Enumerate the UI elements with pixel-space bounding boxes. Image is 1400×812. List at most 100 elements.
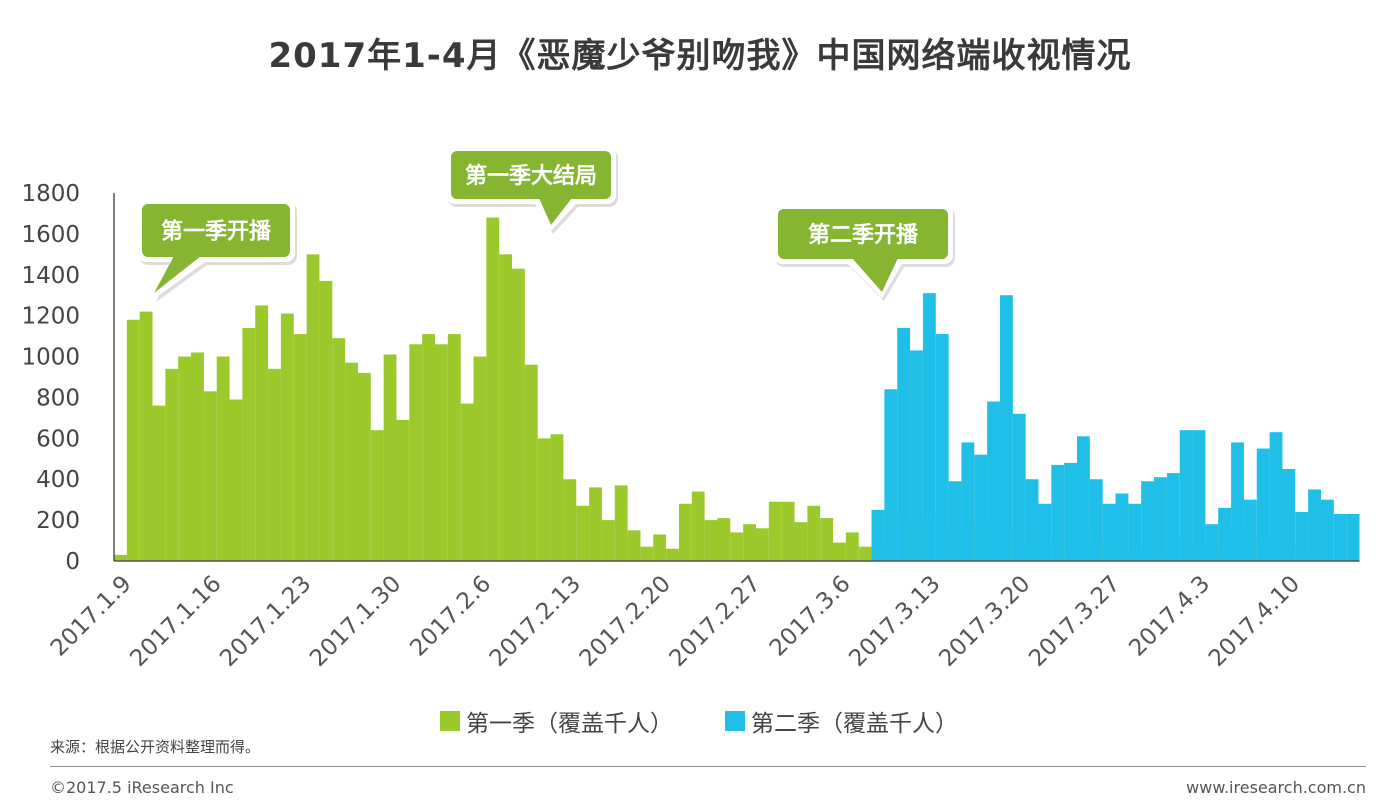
legend-label-season2: 第二季（覆盖千人） xyxy=(751,711,958,737)
season1-bar xyxy=(139,311,153,561)
callout-label: 第一季大结局 xyxy=(465,163,597,189)
y-tick-label: 1800 xyxy=(21,181,80,207)
season1-bar xyxy=(229,399,243,561)
season1-bar xyxy=(114,554,127,561)
season1-bar xyxy=(280,313,294,561)
season1-bar xyxy=(473,356,487,561)
season1-bar xyxy=(409,344,423,561)
season1-bar xyxy=(435,344,448,561)
legend-swatch-season2 xyxy=(725,711,745,731)
callout-tail-fill xyxy=(154,256,201,293)
season2-bar xyxy=(1102,503,1116,561)
x-tick-label: 2017.4.10 xyxy=(1204,571,1305,672)
legend-item-season2: 第二季（覆盖千人） xyxy=(725,704,958,738)
season1-bar xyxy=(357,372,371,561)
season1-bar xyxy=(589,487,602,561)
chart-title: 2017年1-4月《恶魔少爷别吻我》中国网络端收视情况 xyxy=(268,36,1132,76)
season1-bar xyxy=(858,546,872,561)
season1-bar xyxy=(601,520,615,561)
season1-bar xyxy=(717,518,731,561)
season1-bar xyxy=(781,501,795,561)
y-tick-label: 1200 xyxy=(21,304,80,330)
y-tick-label: 600 xyxy=(36,426,80,452)
season2-bar xyxy=(910,350,923,561)
season2-bar xyxy=(1346,513,1360,561)
x-tick-label: 2017.3.27 xyxy=(1024,571,1125,672)
season1-bar xyxy=(447,334,461,561)
season1-bar xyxy=(126,319,140,561)
x-tick-label: 2017.1.9 xyxy=(46,571,137,662)
season2-bar xyxy=(1205,524,1219,561)
season2-bar xyxy=(1308,489,1321,561)
season2-bar xyxy=(961,442,975,561)
season2-bar xyxy=(1038,503,1052,561)
season2-bar xyxy=(1154,477,1167,561)
season1-bar xyxy=(614,485,628,561)
season1-bar xyxy=(563,479,577,561)
season1-bar xyxy=(550,434,564,561)
season1-bar xyxy=(345,362,358,561)
y-tick-label: 800 xyxy=(36,385,80,411)
season1-bar xyxy=(653,534,667,561)
website-url: www.iresearch.com.cn xyxy=(1186,778,1366,797)
season1-bar xyxy=(165,368,179,561)
season1-bar xyxy=(422,334,435,561)
season1-bar xyxy=(178,356,192,561)
season2-bar xyxy=(1282,469,1296,561)
x-tick-label: 2017.4.3 xyxy=(1124,571,1215,662)
season2-bar xyxy=(1141,481,1155,561)
season1-bar xyxy=(640,546,654,561)
season2-bar xyxy=(871,509,885,561)
season2-bar xyxy=(1012,413,1026,561)
season2-bar xyxy=(884,389,898,561)
season2-bar xyxy=(987,401,1000,561)
callout-box xyxy=(451,151,611,199)
season1-bar xyxy=(319,280,333,561)
x-tick-label: 2017.3.20 xyxy=(934,571,1035,672)
season2-bar xyxy=(935,334,949,561)
season1-bar xyxy=(666,548,679,561)
season2-bar xyxy=(1025,479,1039,561)
season1-bar xyxy=(576,505,590,561)
season1-bar xyxy=(370,430,384,561)
season1-bar xyxy=(691,491,705,561)
season1-bar xyxy=(756,528,769,561)
season2-bar xyxy=(1320,499,1334,561)
x-tick-label: 2017.2.13 xyxy=(485,571,586,672)
season1-bar xyxy=(268,368,281,561)
season1-bar xyxy=(255,305,269,561)
legend: 第一季（覆盖千人） 第二季（覆盖千人） xyxy=(440,704,1010,738)
x-tick-label: 2017.1.30 xyxy=(305,571,406,672)
season1-bar xyxy=(743,524,756,561)
callout-box xyxy=(778,209,948,259)
season2-bar xyxy=(1064,462,1077,561)
x-tick-label: 2017.3.13 xyxy=(844,571,945,672)
season2-bar xyxy=(1179,430,1193,561)
season1-bar xyxy=(306,254,320,562)
season1-bar xyxy=(794,522,808,561)
season1-bar xyxy=(820,518,834,561)
legend-swatch-season1 xyxy=(440,711,460,731)
season1-bar xyxy=(833,542,846,561)
season2-bar xyxy=(922,293,936,561)
callout-tail-fill xyxy=(539,198,572,225)
season2-bar xyxy=(1333,513,1347,561)
season1-bar xyxy=(191,352,204,561)
season1-bar xyxy=(512,268,525,561)
season2-bars xyxy=(871,293,1360,561)
season2-bar xyxy=(1218,507,1232,561)
season2-bar xyxy=(897,327,911,561)
season1-bar xyxy=(537,438,551,561)
season2-bar xyxy=(1231,442,1244,561)
season1-bar xyxy=(293,334,307,561)
season2-bar xyxy=(1192,430,1206,561)
season1-bar xyxy=(768,501,782,561)
legend-item-season1: 第一季（覆盖千人） xyxy=(440,704,673,738)
callout-tail-fill xyxy=(852,258,898,292)
x-tick-label: 2017.2.6 xyxy=(405,571,496,662)
season2-bar xyxy=(1243,499,1257,561)
y-axis-ticks: 0 200 400 600 800 1000 1200 1400 1600 1800 xyxy=(21,181,80,575)
copyright: ©2017.5 iResearch Inc xyxy=(50,778,234,797)
